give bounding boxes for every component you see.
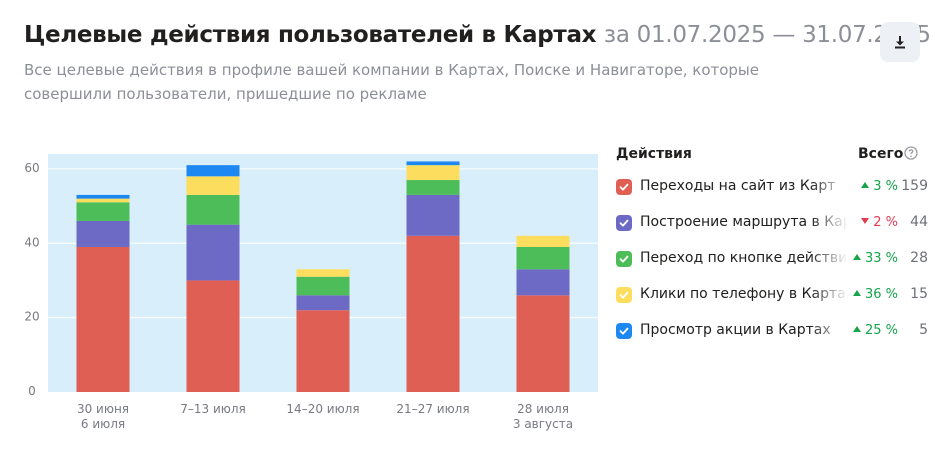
legend-item-change-value: 2 % — [873, 215, 898, 230]
legend-item-change-value: 33 % — [864, 251, 898, 266]
arrow-down-icon — [861, 218, 870, 224]
checkbox-checked-icon[interactable] — [616, 287, 632, 303]
bar-segment[interactable] — [406, 180, 460, 195]
bar-segment[interactable] — [76, 194, 130, 199]
legend: Действия Всего Переходы на сайт из Карт 3… — [616, 140, 928, 348]
y-tick-label: 60 — [24, 161, 39, 175]
legend-item-total: 44 — [910, 214, 928, 230]
arrow-up-icon — [861, 182, 870, 188]
legend-item-total: 5 — [919, 322, 928, 338]
bar-segment[interactable] — [186, 165, 240, 177]
legend-item-label: Переход по кнопке действия из Карт — [640, 250, 848, 266]
bar-segment[interactable] — [186, 280, 240, 392]
download-button[interactable] — [880, 22, 920, 62]
bar-segment[interactable] — [76, 198, 130, 203]
bar-segment[interactable] — [76, 246, 130, 392]
bar-segment[interactable] — [296, 269, 350, 277]
chart-description: Все целевые действия в профиле вашей ком… — [24, 61, 759, 103]
legend-item-change: 36 % — [852, 287, 898, 302]
legend-item-change: 33 % — [852, 251, 898, 266]
legend-item-change-value: 36 % — [864, 287, 898, 302]
bar-segment[interactable] — [296, 276, 350, 296]
bar-segment[interactable] — [186, 176, 240, 195]
checkbox-checked-icon[interactable] — [616, 179, 632, 195]
x-tick-label: 30 июня — [77, 402, 129, 416]
chart-title: Целевые действия пользователей в Картах — [24, 22, 597, 48]
bar-segment[interactable] — [406, 194, 460, 236]
bar-segment[interactable] — [186, 224, 240, 281]
x-tick-label: 6 июля — [81, 417, 125, 431]
bar-segment[interactable] — [186, 194, 240, 225]
legend-header: Действия Всего — [616, 140, 928, 168]
legend-items: Переходы на сайт из Карт 3 % 159 Построение… — [616, 168, 928, 348]
checkbox-checked-icon[interactable] — [616, 323, 632, 339]
legend-header-actions: Действия — [616, 146, 692, 162]
checkbox-checked-icon[interactable] — [616, 215, 632, 231]
legend-item-label: Построение маршрута в Картах — [640, 214, 848, 230]
legend-item-change-value: 25 % — [864, 323, 898, 338]
bar-segment[interactable] — [406, 235, 460, 392]
legend-item-change: 25 % — [852, 323, 898, 338]
legend-item-change: 2 % — [861, 215, 898, 230]
page-title: Целевые действия пользователей в Картах … — [24, 22, 931, 48]
bar-segment[interactable] — [516, 269, 570, 296]
legend-item[interactable]: Переход по кнопке действия из Карт 33 % 28 — [616, 240, 928, 276]
bar-segment[interactable] — [406, 161, 460, 166]
bar-segment[interactable] — [296, 310, 350, 392]
bar-segment[interactable] — [296, 295, 350, 311]
legend-header-total: Всего — [858, 146, 904, 162]
arrow-up-icon — [852, 254, 861, 260]
checkbox-checked-icon[interactable] — [616, 251, 632, 267]
x-tick-label: 21–27 июля — [396, 402, 469, 416]
x-tick-label: 7–13 июля — [180, 402, 246, 416]
y-tick-label: 40 — [24, 235, 39, 249]
legend-item-total: 28 — [910, 250, 928, 266]
legend-item[interactable]: Просмотр акции в Картах 25 % 5 — [616, 312, 928, 348]
bar-segment[interactable] — [516, 295, 570, 392]
date-range: за 01.07.2025 — 31.07.2025 — [603, 22, 931, 48]
legend-item[interactable]: Построение маршрута в Картах 2 % 44 — [616, 204, 928, 240]
legend-item-total: 159 — [901, 178, 928, 194]
x-tick-label: 3 августа — [513, 417, 573, 431]
y-tick-label: 0 — [28, 384, 36, 398]
bar-segment[interactable] — [516, 246, 570, 270]
bar-segment[interactable] — [76, 202, 130, 221]
x-tick-label: 28 июля — [517, 402, 569, 416]
legend-item-total: 15 — [910, 286, 928, 302]
legend-item-change-value: 3 % — [873, 179, 898, 194]
legend-item[interactable]: Клики по телефону в Картах 36 % 15 — [616, 276, 928, 312]
legend-item-label: Клики по телефону в Картах — [640, 286, 848, 302]
header: Целевые действия пользователей в Картах … — [24, 22, 931, 106]
help-circle-icon[interactable] — [904, 146, 918, 164]
arrow-up-icon — [852, 326, 861, 332]
x-tick-label: 14–20 июля — [286, 402, 359, 416]
legend-item-change: 3 % — [861, 179, 898, 194]
legend-item-label: Просмотр акции в Картах — [640, 322, 831, 338]
legend-item-label: Переходы на сайт из Карт — [640, 178, 836, 194]
bar-segment[interactable] — [516, 235, 570, 247]
bar-segment[interactable] — [76, 220, 130, 247]
download-icon — [895, 36, 905, 49]
arrow-up-icon — [852, 290, 861, 296]
legend-item[interactable]: Переходы на сайт из Карт 3 % 159 — [616, 168, 928, 204]
y-tick-label: 20 — [24, 310, 39, 324]
bar-segment[interactable] — [406, 165, 460, 181]
